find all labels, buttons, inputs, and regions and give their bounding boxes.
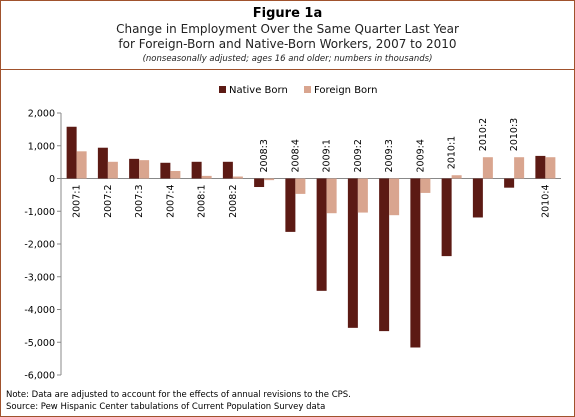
y-tick-label: 1,000	[28, 141, 55, 152]
x-tick-label: 2007:3	[134, 185, 145, 218]
x-tick-label: 2010:4	[540, 185, 551, 218]
x-tick-label: 2008:1	[197, 185, 208, 218]
bar-native-2008-2	[222, 161, 233, 179]
x-tick-label: 2009:4	[415, 139, 426, 172]
bar-native-2010-1	[441, 178, 452, 257]
y-tick-label: -4,000	[24, 305, 55, 316]
y-tick-label: -6,000	[24, 371, 55, 382]
y-tick-label: -5,000	[24, 338, 55, 349]
bar-foreign-2009-1	[326, 178, 337, 214]
footer-note: Note: Data are adjusted to account for t…	[6, 390, 351, 400]
bar-native-2008-1	[191, 161, 202, 179]
bar-foreign-2007-4	[170, 170, 181, 179]
chart-subtitle-note: (nonseasonally adjusted; ages 16 and old…	[142, 54, 433, 64]
bar-native-2009-2	[347, 178, 358, 328]
bar-foreign-2008-4	[295, 178, 306, 194]
bar-foreign-2010-1	[451, 175, 462, 179]
bar-foreign-2010-3	[514, 157, 525, 179]
x-tick-label: 2010:1	[447, 136, 458, 169]
legend-swatch-native	[219, 86, 226, 93]
y-tick-label: 2,000	[28, 109, 55, 120]
y-tick-label: -3,000	[24, 272, 55, 283]
x-tick-label: 2010:2	[478, 118, 489, 151]
chart-legend: Native Born Foreign Born	[219, 85, 377, 96]
x-tick-label: 2008:4	[290, 139, 301, 172]
bar-foreign-2010-4	[545, 157, 556, 179]
bar-foreign-2010-2	[482, 157, 493, 179]
bar-foreign-2007-2	[107, 161, 118, 179]
y-tick-label: 0	[49, 174, 55, 185]
bar-chart: Native Born Foreign Born 2,000 1,000 0 -1,00…	[24, 85, 561, 382]
x-tick-label: 2008:2	[228, 185, 239, 218]
y-tick-label: -2,000	[24, 240, 55, 251]
x-tick-label: 2009:1	[322, 139, 333, 172]
legend-label-foreign: Foreign Born	[314, 85, 377, 96]
y-tick-label: -1,000	[24, 207, 55, 218]
x-tick-label: 2007:2	[103, 185, 114, 218]
figure-header: Figure 1a Change in Employment Over the …	[1, 1, 574, 70]
bar-foreign-2008-3	[264, 178, 275, 181]
figure-footer: Note: Data are adjusted to account for t…	[6, 389, 351, 413]
legend-swatch-foreign	[304, 86, 311, 93]
x-tick-label: 2009:2	[353, 139, 364, 172]
x-tick-label: 2008:3	[259, 139, 270, 172]
x-tick-label: 2010:3	[509, 118, 520, 151]
bar-foreign-2007-1	[76, 151, 87, 179]
bar-native-2008-3	[254, 178, 265, 188]
bar-native-2009-1	[316, 178, 327, 291]
bar-native-2010-2	[472, 178, 483, 218]
bar-native-2008-4	[285, 178, 296, 232]
bar-native-2007-4	[160, 162, 171, 179]
bar-foreign-2009-4	[420, 178, 431, 193]
bar-foreign-2007-3	[139, 160, 150, 179]
bar-native-2007-1	[66, 126, 77, 179]
legend-label-native: Native Born	[229, 85, 288, 96]
x-tick-label: 2007:4	[165, 185, 176, 218]
bar-foreign-2009-2	[357, 178, 368, 213]
footer-source: Source: Pew Hispanic Center tabulations …	[6, 402, 326, 412]
figure-label: Figure 1a	[252, 6, 323, 21]
bar-native-2007-3	[129, 158, 140, 179]
x-tick-label: 2009:3	[384, 139, 395, 172]
bar-foreign-2009-3	[389, 178, 400, 216]
bar-native-2009-4	[410, 178, 421, 348]
bar-foreign-2008-1	[201, 175, 212, 179]
bars	[66, 126, 556, 348]
chart-title-line2: for Foreign-Born and Native-Born Workers…	[118, 37, 457, 51]
x-tick-label: 2007:1	[72, 185, 83, 218]
bar-native-2007-2	[97, 147, 108, 179]
x-axis-labels: 2007:1 2007:2 2007:3 2007:4 2008:1 2008:2 2008…	[72, 118, 552, 218]
bar-native-2010-4	[535, 155, 546, 179]
bar-foreign-2008-2	[232, 176, 243, 179]
bar-native-2009-3	[379, 178, 390, 332]
chart-title-line1: Change in Employment Over the Same Quart…	[116, 22, 459, 36]
bar-native-2010-3	[504, 178, 515, 188]
